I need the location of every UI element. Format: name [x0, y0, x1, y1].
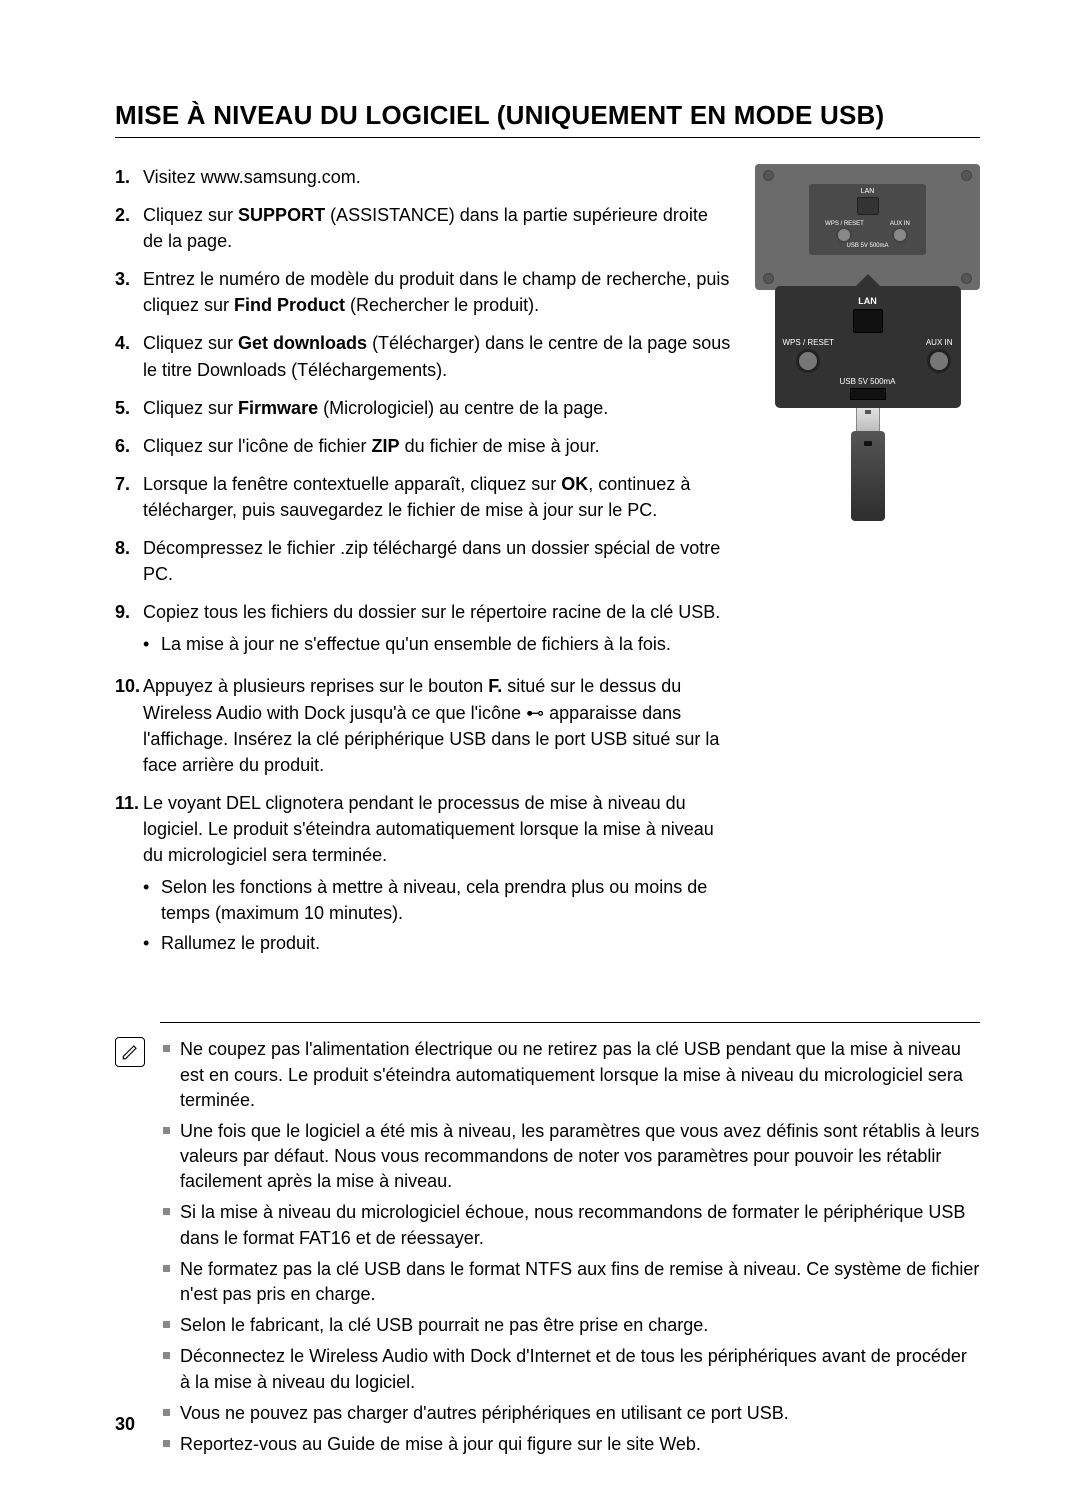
step-text: Cliquez sur Firmware (Micrologiciel) au … [143, 395, 731, 421]
step-3: 3.Entrez le numéro de modèle du produit … [115, 266, 731, 318]
aux-in-label: AUX IN [926, 338, 953, 347]
device-diagram: LAN WPS / RESET AUX IN USB 5V 500mA LAN [755, 164, 980, 521]
step-text: Visitez www.samsung.com. [143, 164, 731, 190]
content-row: 1.Visitez www.samsung.com. 2.Cliquez sur… [115, 164, 980, 972]
steps-list: 1.Visitez www.samsung.com. 2.Cliquez sur… [115, 164, 755, 972]
note-list: Ne coupez pas l'alimentation électrique … [163, 1037, 980, 1463]
wps-button-icon [836, 227, 852, 243]
note-block: Ne coupez pas l'alimentation électrique … [115, 1037, 980, 1463]
usb-slot-icon [850, 388, 886, 400]
note-item: Ne formatez pas la clé USB dans le forma… [163, 1257, 980, 1307]
sub-bullet: La mise à jour ne s'effectue qu'un ensem… [143, 631, 731, 657]
step-7: 7.Lorsque la fenêtre contextuelle appara… [115, 471, 731, 523]
usb-glyph-icon: ⊷ [526, 703, 544, 723]
manual-page: MISE À NIVEAU DU LOGICIEL (UNIQUEMENT EN… [0, 0, 1080, 1495]
step-10: 10.Appuyez à plusieurs reprises sur le b… [115, 673, 731, 777]
step-text: Copiez tous les fichiers du dossier sur … [143, 599, 731, 661]
note-item: Une fois que le logiciel a été mis à niv… [163, 1119, 980, 1195]
note-item: Vous ne pouvez pas charger d'autres péri… [163, 1401, 980, 1426]
small-lan-label: LAN [861, 188, 875, 195]
step-text: Lorsque la fenêtre contextuelle apparaît… [143, 471, 731, 523]
step-11: 11. Le voyant DEL clignotera pendant le … [115, 790, 731, 961]
small-usb-label: USB 5V 500mA [846, 243, 888, 249]
lan-port-icon [853, 309, 883, 333]
step-text: Entrez le numéro de modèle du produit da… [143, 266, 731, 318]
note-divider [160, 1022, 980, 1023]
aux-jack-icon [892, 227, 908, 243]
note-item: Ne coupez pas l'alimentation électrique … [163, 1037, 980, 1113]
step-sub-bullets: Selon les fonctions à mettre à niveau, c… [143, 874, 731, 956]
usb-stick-icon [755, 406, 980, 521]
step-2: 2.Cliquez sur SUPPORT (ASSISTANCE) dans … [115, 202, 731, 254]
step-text: Le voyant DEL clignotera pendant le proc… [143, 790, 731, 961]
step-text: Appuyez à plusieurs reprises sur le bout… [143, 673, 731, 777]
wps-reset-label: WPS / RESET [783, 338, 835, 347]
sub-bullet: Rallumez le produit. [143, 930, 731, 956]
pencil-icon [121, 1043, 139, 1061]
device-rear-panel: LAN WPS / RESET AUX IN USB 5V 500mA [755, 164, 980, 290]
page-number: 30 [115, 1414, 135, 1435]
note-item: Selon le fabricant, la clé USB pourrait … [163, 1313, 980, 1338]
wps-button-icon [796, 349, 820, 373]
aux-jack-icon [927, 349, 951, 373]
note-item: Si la mise à niveau du micrologiciel éch… [163, 1200, 980, 1250]
step-6: 6.Cliquez sur l'icône de fichier ZIP du … [115, 433, 731, 459]
callout-zoom: LAN WPS / RESET AUX IN USB 5V 500mA [755, 286, 980, 408]
step-text: Cliquez sur Get downloads (Télécharger) … [143, 330, 731, 382]
note-item: Déconnectez le Wireless Audio with Dock … [163, 1344, 980, 1394]
lan-port-icon [857, 197, 879, 215]
section-title: MISE À NIVEAU DU LOGICIEL (UNIQUEMENT EN… [115, 100, 980, 138]
note-item: Reportez-vous au Guide de mise à jour qu… [163, 1432, 980, 1457]
usb-label: USB 5V 500mA [839, 377, 895, 386]
lan-label: LAN [858, 296, 877, 306]
step-text: Décompressez le fichier .zip téléchargé … [143, 535, 731, 587]
step-sub-bullets: La mise à jour ne s'effectue qu'un ensem… [143, 631, 731, 657]
step-5: 5.Cliquez sur Firmware (Micrologiciel) a… [115, 395, 731, 421]
step-text: Cliquez sur l'icône de fichier ZIP du fi… [143, 433, 731, 459]
step-1: 1.Visitez www.samsung.com. [115, 164, 731, 190]
step-text: Cliquez sur SUPPORT (ASSISTANCE) dans la… [143, 202, 731, 254]
note-pencil-icon [115, 1037, 145, 1067]
step-4: 4.Cliquez sur Get downloads (Télécharger… [115, 330, 731, 382]
step-9: 9. Copiez tous les fichiers du dossier s… [115, 599, 731, 661]
step-8: 8.Décompressez le fichier .zip télécharg… [115, 535, 731, 587]
sub-bullet: Selon les fonctions à mettre à niveau, c… [143, 874, 731, 926]
